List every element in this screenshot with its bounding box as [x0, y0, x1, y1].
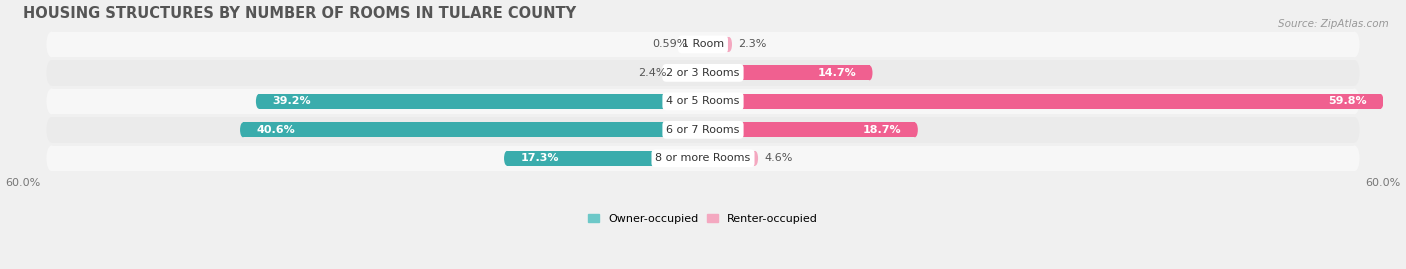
Text: 17.3%: 17.3%: [520, 153, 560, 163]
Ellipse shape: [700, 151, 706, 166]
Text: 6 or 7 Rooms: 6 or 7 Rooms: [666, 125, 740, 135]
Text: 4.6%: 4.6%: [765, 153, 793, 163]
Ellipse shape: [752, 151, 758, 166]
Bar: [52, 117, 1354, 143]
Bar: [508, 151, 703, 166]
Bar: [52, 31, 1354, 57]
Ellipse shape: [46, 89, 56, 114]
Ellipse shape: [700, 151, 706, 166]
Ellipse shape: [46, 60, 56, 86]
Ellipse shape: [700, 94, 706, 109]
Ellipse shape: [1350, 60, 1360, 86]
Text: 39.2%: 39.2%: [273, 96, 311, 106]
Bar: [703, 122, 915, 137]
Ellipse shape: [1350, 146, 1360, 171]
Bar: [703, 151, 755, 166]
Bar: [676, 65, 703, 80]
Text: 59.8%: 59.8%: [1329, 96, 1367, 106]
Ellipse shape: [240, 122, 246, 137]
Ellipse shape: [46, 31, 56, 57]
Bar: [703, 65, 869, 80]
Bar: [703, 37, 730, 52]
Ellipse shape: [1350, 117, 1360, 143]
Text: Source: ZipAtlas.com: Source: ZipAtlas.com: [1278, 19, 1389, 29]
Text: 8 or more Rooms: 8 or more Rooms: [655, 153, 751, 163]
Ellipse shape: [700, 122, 706, 137]
Ellipse shape: [46, 117, 56, 143]
Ellipse shape: [673, 65, 679, 80]
Text: 2.3%: 2.3%: [738, 39, 766, 49]
Text: HOUSING STRUCTURES BY NUMBER OF ROOMS IN TULARE COUNTY: HOUSING STRUCTURES BY NUMBER OF ROOMS IN…: [22, 6, 576, 20]
Ellipse shape: [700, 37, 706, 52]
Ellipse shape: [693, 37, 699, 52]
Ellipse shape: [700, 122, 706, 137]
Bar: [703, 94, 1381, 109]
Bar: [52, 89, 1354, 114]
Bar: [243, 122, 703, 137]
Text: 1 Room: 1 Room: [682, 39, 724, 49]
Ellipse shape: [46, 146, 56, 171]
Text: 2 or 3 Rooms: 2 or 3 Rooms: [666, 68, 740, 78]
Ellipse shape: [700, 65, 706, 80]
Text: 2.4%: 2.4%: [638, 68, 666, 78]
Ellipse shape: [700, 37, 706, 52]
Ellipse shape: [725, 37, 733, 52]
Legend: Owner-occupied, Renter-occupied: Owner-occupied, Renter-occupied: [583, 210, 823, 229]
Ellipse shape: [256, 94, 262, 109]
Text: 4 or 5 Rooms: 4 or 5 Rooms: [666, 96, 740, 106]
Text: 18.7%: 18.7%: [863, 125, 901, 135]
Ellipse shape: [1350, 31, 1360, 57]
Bar: [52, 146, 1354, 171]
Text: 14.7%: 14.7%: [817, 68, 856, 78]
Text: 0.59%: 0.59%: [652, 39, 688, 49]
Bar: [696, 37, 703, 52]
Ellipse shape: [1378, 94, 1384, 109]
Bar: [259, 94, 703, 109]
Bar: [52, 60, 1354, 86]
Ellipse shape: [700, 94, 706, 109]
Ellipse shape: [1350, 89, 1360, 114]
Text: 40.6%: 40.6%: [256, 125, 295, 135]
Ellipse shape: [700, 65, 706, 80]
Ellipse shape: [866, 65, 873, 80]
Ellipse shape: [912, 122, 918, 137]
Ellipse shape: [503, 151, 510, 166]
